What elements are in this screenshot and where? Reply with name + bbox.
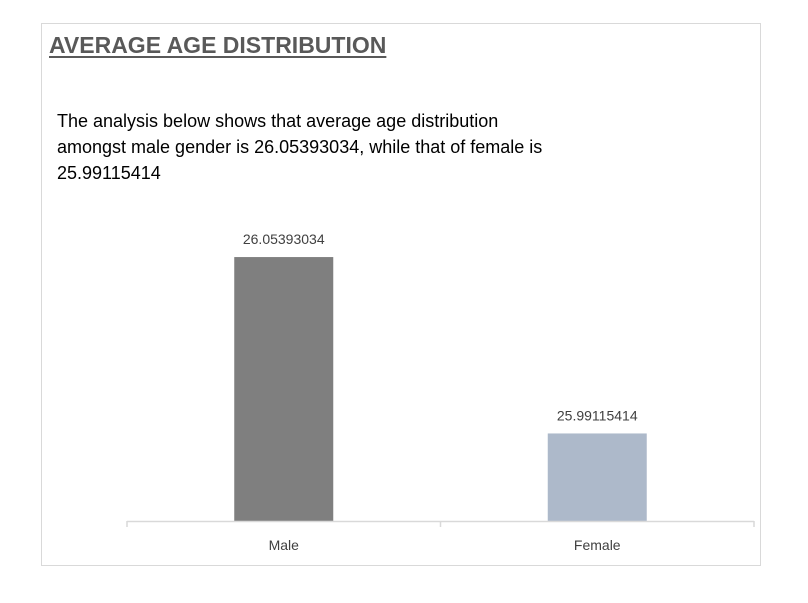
data-label-female: 25.99115414	[557, 407, 638, 423]
data-label-male: 26.05393034	[243, 231, 325, 247]
bar-male	[234, 257, 334, 521]
x-tick-label-female: Female	[574, 537, 621, 553]
page-title: AVERAGE AGE DISTRIBUTION	[49, 32, 387, 58]
bar-female	[547, 433, 647, 521]
chart-description: The analysis below shows that average ag…	[57, 111, 543, 183]
x-tick-label-male: Male	[269, 537, 300, 553]
